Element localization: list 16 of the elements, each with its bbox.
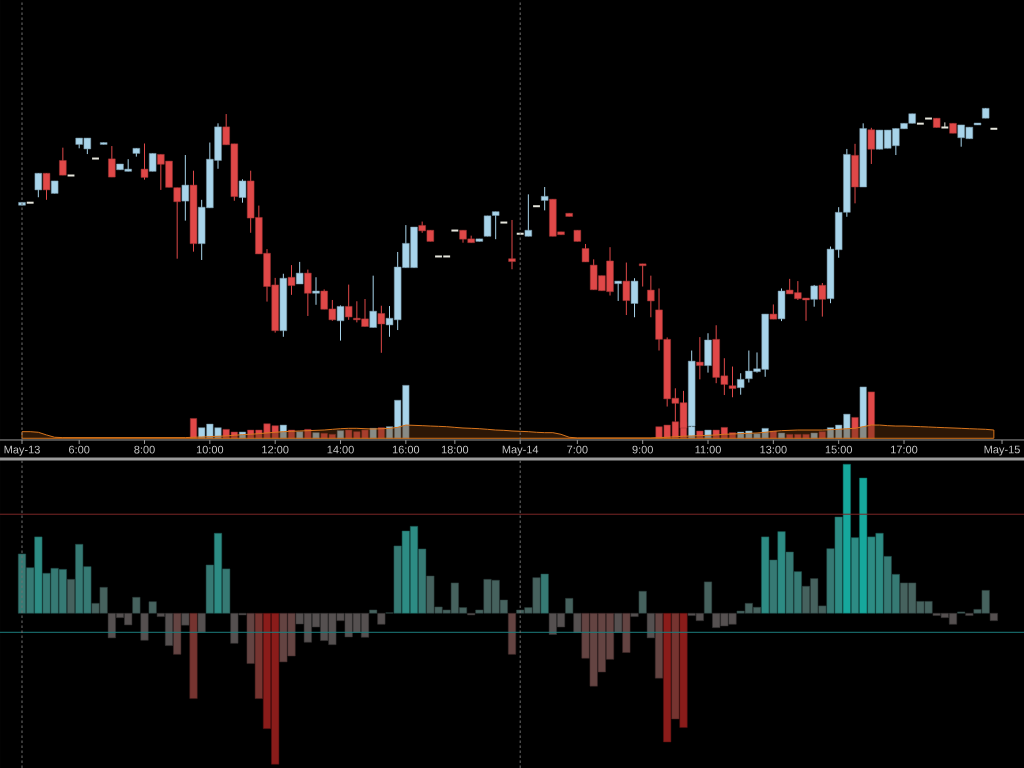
x-tick-label: 11:00 (695, 445, 721, 454)
x-tick-label: 13:00 (760, 445, 787, 454)
x-tick-label: 15:00 (825, 445, 853, 454)
x-tick-label: 17:00 (891, 445, 918, 454)
x-tick-label: May-13 (4, 445, 40, 456)
x-tick-label: 18:00 (441, 445, 469, 454)
x-tick-label: 10:00 (196, 445, 224, 454)
x-tick-label: 6:00 (69, 445, 90, 454)
x-tick-label: 7:00 (567, 445, 588, 454)
x-tick-label: 16:00 (392, 445, 420, 454)
x-tick-label: May-14 (502, 445, 539, 456)
x-tick-label: 8:00 (134, 445, 155, 454)
x-tick-label: May-15 (984, 445, 1020, 456)
x-tick-label: 9:00 (632, 445, 653, 454)
x-tick-label: 14:00 (327, 445, 354, 454)
x-tick-label: 12:00 (262, 445, 289, 454)
